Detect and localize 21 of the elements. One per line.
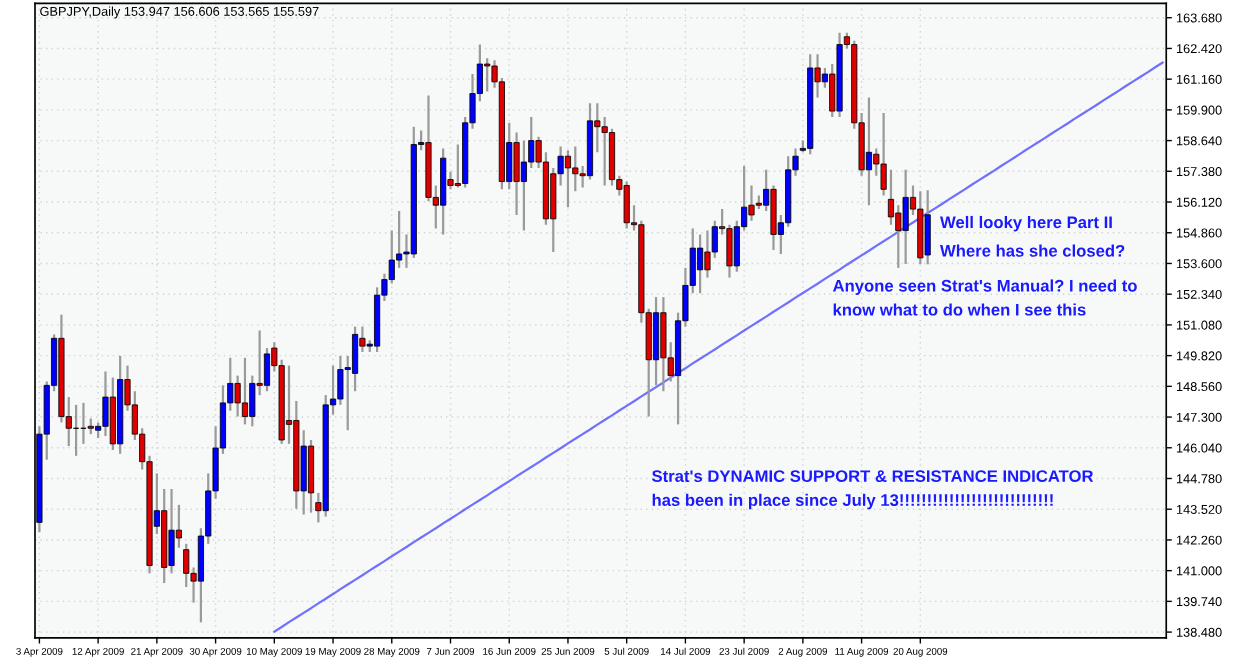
candlestick [652, 296, 660, 387]
candlestick [102, 370, 109, 438]
candlestick [660, 296, 667, 393]
line-series [273, 61, 1164, 633]
candlestick [902, 168, 909, 266]
annotation: Strat's DYNAMIC SUPPORT & RESISTANCE INDICATOR has been in place since July 13!!!!!!!!!!!!!!!!!!!!!!!!!!!! [652, 470, 1094, 510]
candlestick [484, 57, 491, 93]
annotation: Anyone seen Strat's Manual? I need to know what to do when I see this [832, 279, 1137, 316]
annotation: Where has she closed? [940, 244, 1125, 257]
candlestick [109, 376, 116, 452]
candlestick [865, 96, 872, 207]
candlestick [307, 438, 315, 514]
candlestick [623, 180, 630, 230]
candlestick [241, 356, 249, 426]
annotation: Well looky here Part II [940, 215, 1112, 232]
candlestick [564, 149, 572, 209]
candlestick [704, 229, 711, 279]
candlestick [697, 233, 704, 295]
candlestick [440, 147, 447, 236]
candlestick [924, 189, 931, 266]
candlestick [168, 487, 175, 575]
